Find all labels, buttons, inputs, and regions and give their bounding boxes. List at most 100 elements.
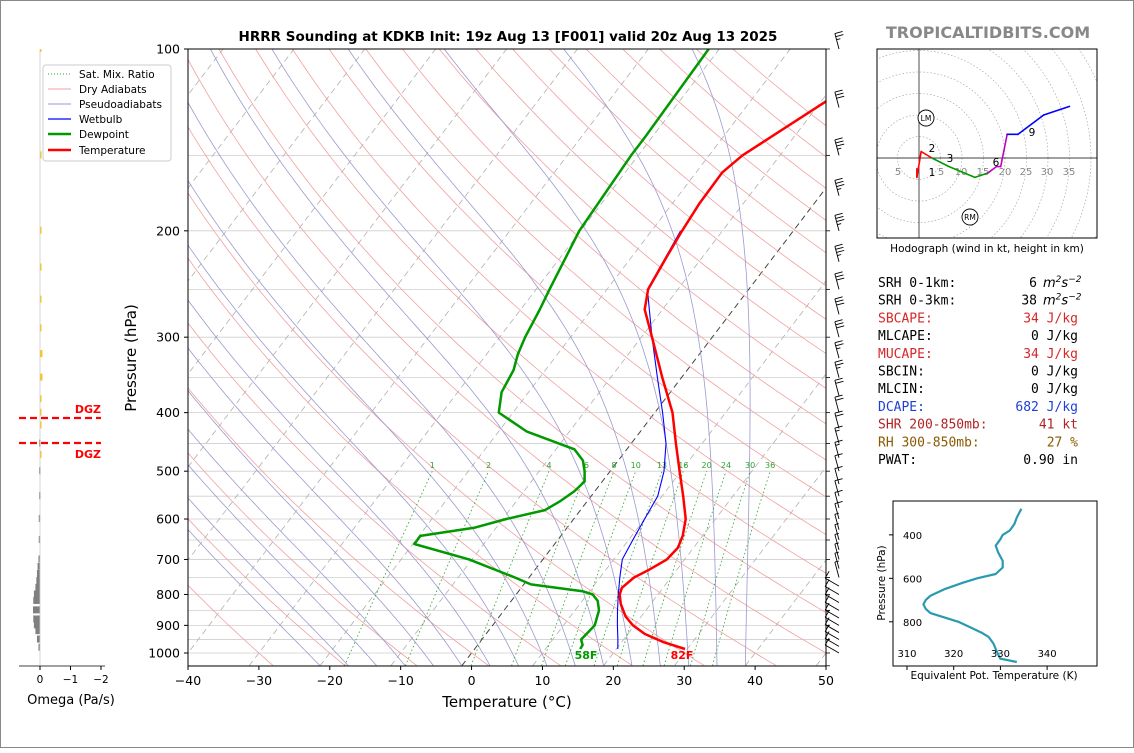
- wind-barb-feather: [836, 141, 844, 143]
- theta-e-xlabel: Equivalent Pot. Temperature (K): [910, 670, 1077, 682]
- x-tick-label: 0: [468, 673, 476, 688]
- theta-y-tick-label: 400: [903, 531, 922, 542]
- mixing-ratio-label: 20: [702, 461, 712, 470]
- index-label: MUCAPE:: [878, 347, 933, 362]
- mixing-ratio-label: 10: [631, 461, 641, 470]
- wind-barb-staff: [835, 562, 839, 577]
- index-value: 0.90 in: [1023, 453, 1078, 468]
- hodograph-caption: Hodograph (wind in kt, height in km): [890, 243, 1084, 255]
- wind-barb-feather: [835, 138, 843, 140]
- wind-barb-feather: [836, 444, 840, 445]
- index-label: SBCAPE:: [878, 311, 933, 326]
- right-mover-label: RM: [964, 213, 976, 222]
- wind-barb-feather: [836, 93, 844, 95]
- mixing-ratio-line: [345, 471, 433, 666]
- mixing-ratio-line: [542, 471, 614, 666]
- omega-x-tick-label: 0: [37, 674, 44, 686]
- figure-title: HRRR Sounding at KDKB Init: 19z Aug 13 […: [239, 29, 778, 45]
- wind-barb-feather: [835, 490, 843, 492]
- hodograph-height-label: 3: [947, 153, 954, 165]
- index-value: 27 %: [1047, 435, 1078, 450]
- wind-barb-feather: [836, 300, 844, 302]
- mixing-ratio-label: 2: [486, 461, 491, 470]
- mixing-ratio-line: [565, 471, 635, 666]
- wind-barb-feather: [836, 430, 840, 431]
- wind-barb-staff: [825, 645, 839, 653]
- wind-barb-feather: [835, 378, 843, 380]
- legend-moist: Pseudoadiabats: [79, 99, 162, 111]
- x-tick-label: 10: [534, 673, 550, 688]
- wind-barb: [835, 90, 844, 108]
- wind-barb-feather: [836, 216, 844, 218]
- wind-barb: [835, 178, 844, 196]
- index-label: SRH 0-3km:: [878, 294, 956, 309]
- theta-e-trace: [923, 509, 1021, 662]
- wind-barb-feather: [836, 414, 844, 416]
- wind-barb-feather: [835, 341, 843, 343]
- index-unit: m2s−2: [1043, 293, 1082, 309]
- hodograph-height-label: 1: [929, 167, 936, 179]
- wind-barb-feather: [836, 275, 844, 277]
- y-tick-label: 500: [156, 464, 180, 479]
- dry-adiabat: [182, 49, 848, 666]
- omega-bar: [37, 570, 40, 577]
- theta-y-tick-label: 600: [903, 574, 922, 585]
- dgz-label-upper: DGZ: [75, 403, 101, 416]
- skewt-ylabel: Pressure (hPa): [122, 304, 140, 412]
- index-value: 34 J/kg: [1023, 347, 1078, 362]
- index-label: RH 300-850mb:: [878, 435, 980, 450]
- omega-bar: [33, 606, 40, 613]
- hodograph-ring-label: 5: [895, 167, 901, 178]
- index-value: 6: [1029, 276, 1037, 291]
- index-label: SBCIN:: [878, 365, 925, 380]
- index-value: 682 J/kg: [1015, 400, 1078, 415]
- x-tick-label: −20: [317, 673, 343, 688]
- wind-barb-feather: [837, 184, 845, 186]
- wind-barb-feather: [837, 303, 845, 305]
- wind-barb: [835, 320, 844, 338]
- wind-barb: [835, 395, 844, 413]
- omega-bar: [34, 590, 40, 597]
- index-value: 38: [1021, 294, 1037, 309]
- y-tick-label: 100: [156, 42, 180, 57]
- y-tick-label: 600: [156, 512, 180, 527]
- omega-bar: [33, 597, 40, 604]
- wind-barb-feather: [835, 524, 839, 525]
- wind-barb-feather: [835, 213, 843, 215]
- wind-barb: [825, 631, 839, 646]
- wind-barb: [835, 138, 844, 156]
- mixing-ratio-label: 4: [546, 461, 551, 470]
- wind-barb-feather: [837, 224, 841, 225]
- wind-barb: [835, 31, 844, 49]
- wind-barb-feather: [835, 552, 839, 553]
- wind-barb-feather: [837, 189, 841, 190]
- isotherm: [178, 49, 648, 666]
- y-tick-label: 800: [156, 587, 180, 602]
- omega-x-tick-label: −2: [93, 674, 108, 686]
- omega-bar: [33, 615, 40, 622]
- index-label: DCAPE:: [878, 400, 925, 415]
- y-tick-label: 700: [156, 552, 180, 567]
- hodograph-height-label: 2: [929, 143, 936, 155]
- wind-barb-feather: [837, 255, 841, 256]
- mixing-ratio-label: 8: [611, 461, 616, 470]
- wind-barb-feather: [835, 272, 843, 274]
- hodograph-ring-label: 10: [955, 167, 968, 178]
- y-tick-label: 1000: [148, 646, 180, 661]
- wind-barb-feather: [835, 31, 843, 33]
- index-value: 0 J/kg: [1031, 365, 1078, 380]
- legend-wetbulb: Wetbulb: [79, 114, 123, 126]
- wind-barb-feather: [835, 90, 843, 92]
- hodograph-ring-label: 30: [1041, 167, 1054, 178]
- mixing-ratio-label: 36: [765, 461, 775, 470]
- wind-barb-staff: [825, 638, 839, 646]
- wind-barb-feather: [835, 561, 839, 562]
- x-tick-label: 20: [605, 673, 621, 688]
- hodograph-ring-label: 20: [999, 167, 1012, 178]
- index-label: SHR 200-850mb:: [878, 418, 988, 433]
- x-tick-label: −10: [387, 673, 413, 688]
- mixing-ratio-line: [691, 471, 751, 666]
- wind-barb-feather: [837, 250, 845, 252]
